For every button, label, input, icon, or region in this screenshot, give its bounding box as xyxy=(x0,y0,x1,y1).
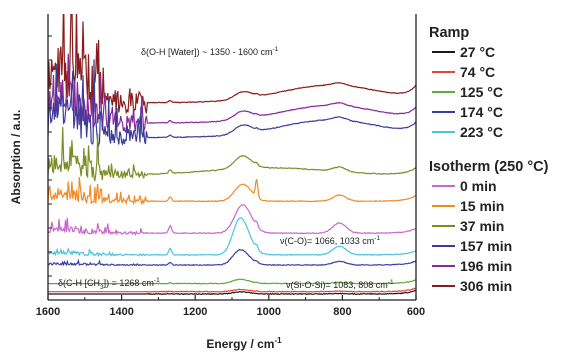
x-tick-label: 1200 xyxy=(183,306,207,318)
legend-item-label: 223 °C xyxy=(460,124,503,140)
annotation-water-text: δ(O-H [Water]) ~ 1350 - 1600 cm xyxy=(141,47,272,57)
x-axis-label: Energy / cm-1 xyxy=(206,336,282,351)
annotation-c-h-sup: -1 xyxy=(154,277,160,284)
legend-group-title: Isotherm (250 °C) xyxy=(429,159,549,175)
annotation-c-o-text: ν(C-O)= 1066, 1033 cm xyxy=(280,236,374,246)
x-tick-label: 1400 xyxy=(109,306,133,318)
legend-item-label: 74 °C xyxy=(460,64,495,80)
x-tick-label: 1600 xyxy=(36,306,60,318)
x-axis-label-sup: -1 xyxy=(274,336,282,345)
legend: Ramp 27 °C 74 °C 125 °C 174 °C 223 °C Isotherm… xyxy=(429,25,549,294)
annotation-si-o-si-sup: -1 xyxy=(388,279,394,286)
legend-item-label: 125 °C xyxy=(460,84,503,100)
legend-item-label: 196 min xyxy=(460,258,512,274)
legend-item-label: 157 min xyxy=(460,238,512,254)
series-line-125-c xyxy=(48,278,416,285)
x-tick-label: 1000 xyxy=(257,306,281,318)
series-line-223-c xyxy=(48,217,416,258)
annotation-c-o-sup: -1 xyxy=(374,235,380,242)
series-line-157-min xyxy=(48,59,416,148)
legend-item-label: 37 min xyxy=(460,218,504,234)
legend-item-label: 27 °C xyxy=(460,44,495,60)
legend-item-label: 174 °C xyxy=(460,104,503,120)
annotation-water-sup: -1 xyxy=(272,46,278,53)
series-layer xyxy=(48,14,416,296)
y-axis-label: Absorption / a.u. xyxy=(9,110,23,205)
legend-group-title: Ramp xyxy=(429,25,469,41)
series-line-306-min xyxy=(48,14,416,115)
legend-item-label: 15 min xyxy=(460,198,504,214)
annotation-si-o-si-text: ν(Si-O-Si)= 1083, 808 cm xyxy=(286,280,388,290)
x-tick-label: 600 xyxy=(407,306,425,318)
x-axis-label-main: Energy / cm xyxy=(206,337,274,351)
annotation-water: δ(O-H [Water]) ~ 1350 - 1600 cm-1 xyxy=(141,46,279,57)
series-line-174-c xyxy=(48,249,416,267)
annotation-c-o: ν(C-O)= 1066, 1033 cm-1 xyxy=(280,235,380,246)
annotation-si-o-si: ν(Si-O-Si)= 1083, 808 cm-1 xyxy=(286,279,394,290)
series-line-27-c xyxy=(48,290,416,296)
legend-item-label: 0 min xyxy=(460,178,497,194)
x-tick-label: 800 xyxy=(333,306,351,318)
series-line-0-min xyxy=(48,204,416,236)
legend-item-label: 306 min xyxy=(460,278,512,294)
annotation-c-h: δ(C-H [CH3]) = 1268 cm-1 xyxy=(58,277,160,291)
annotation-c-h-text: δ(C-H [CH xyxy=(58,278,100,288)
annotation-c-h-text2: ]) = 1268 cm xyxy=(104,278,154,288)
series-line-74-c xyxy=(48,287,416,293)
series-line-15-min xyxy=(48,177,416,206)
series-line-37-min xyxy=(48,126,416,182)
annotation-c-h-sub: 3 xyxy=(100,284,104,291)
tick-layer: 1600 1400 1200 1000 800 600 xyxy=(36,35,425,318)
series-line-196-min xyxy=(48,53,416,133)
